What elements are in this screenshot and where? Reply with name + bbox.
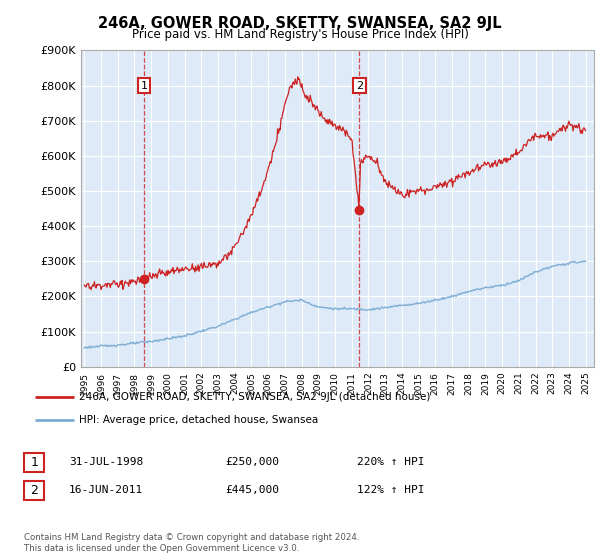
FancyBboxPatch shape <box>24 481 44 500</box>
Text: 246A, GOWER ROAD, SKETTY, SWANSEA, SA2 9JL (detached house): 246A, GOWER ROAD, SKETTY, SWANSEA, SA2 9… <box>79 392 431 402</box>
Text: 31-JUL-1998: 31-JUL-1998 <box>69 457 143 467</box>
Text: Price paid vs. HM Land Registry's House Price Index (HPI): Price paid vs. HM Land Registry's House … <box>131 28 469 41</box>
Text: 16-JUN-2011: 16-JUN-2011 <box>69 485 143 495</box>
Text: 1: 1 <box>30 456 38 469</box>
Text: Contains HM Land Registry data © Crown copyright and database right 2024.
This d: Contains HM Land Registry data © Crown c… <box>24 533 359 553</box>
Text: HPI: Average price, detached house, Swansea: HPI: Average price, detached house, Swan… <box>79 416 319 426</box>
Text: 246A, GOWER ROAD, SKETTY, SWANSEA, SA2 9JL: 246A, GOWER ROAD, SKETTY, SWANSEA, SA2 9… <box>98 16 502 31</box>
Text: £445,000: £445,000 <box>225 485 279 495</box>
Text: 2: 2 <box>30 484 38 497</box>
Text: 220% ↑ HPI: 220% ↑ HPI <box>357 457 425 467</box>
Text: 122% ↑ HPI: 122% ↑ HPI <box>357 485 425 495</box>
Text: £250,000: £250,000 <box>225 457 279 467</box>
Text: 2: 2 <box>356 81 363 91</box>
Text: 1: 1 <box>140 81 148 91</box>
FancyBboxPatch shape <box>24 453 44 472</box>
